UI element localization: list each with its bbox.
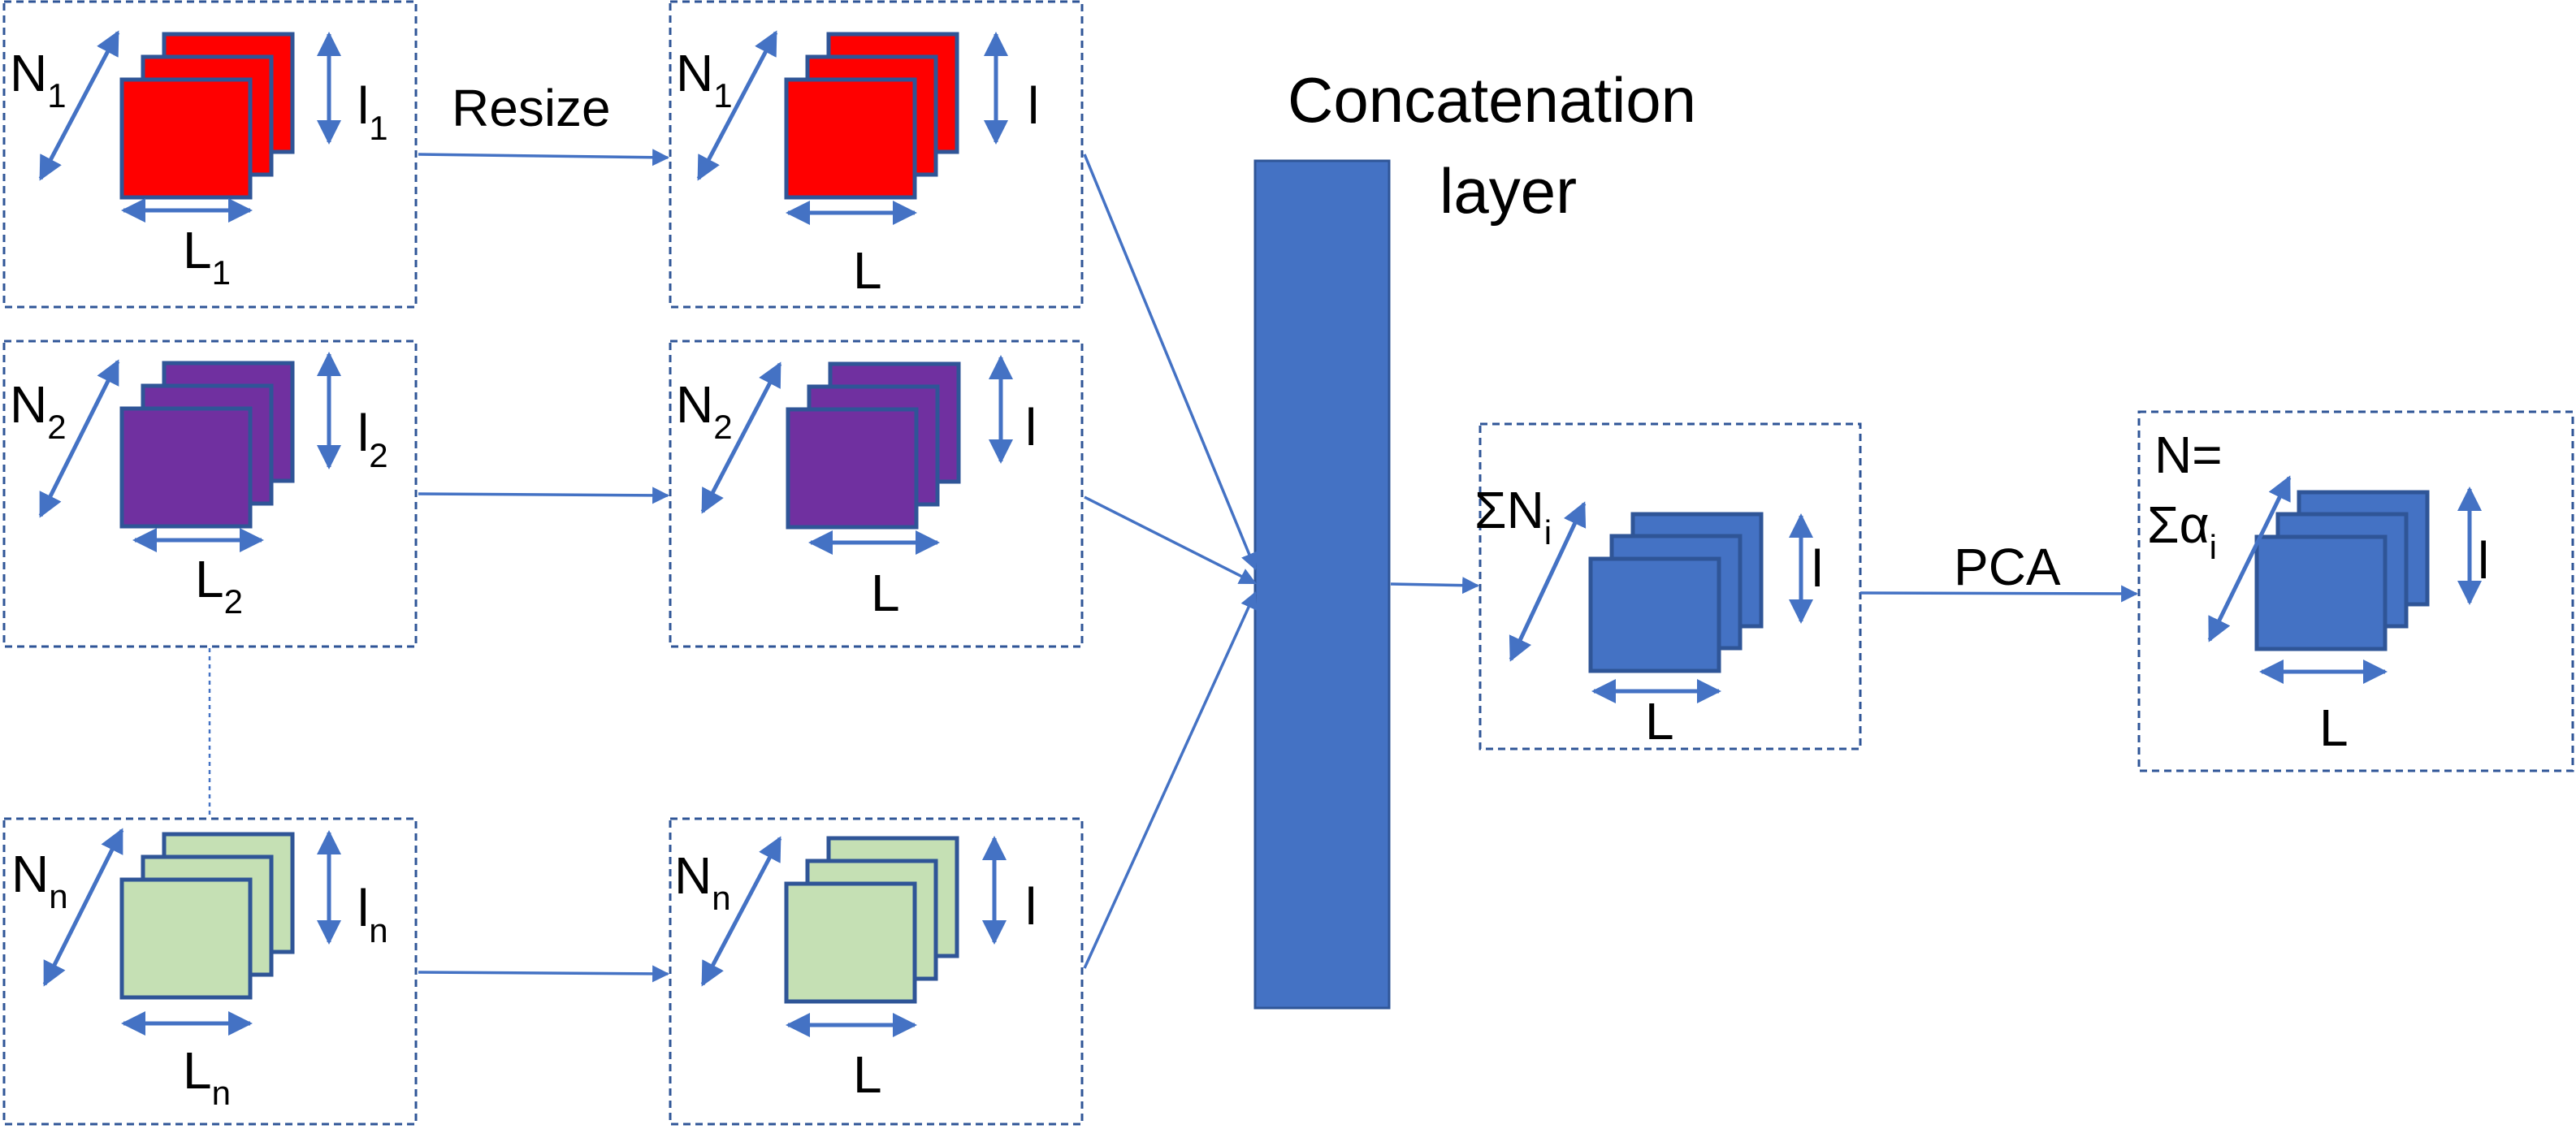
width-label-input-n: Ln — [183, 1041, 231, 1112]
depth-arrow-pca-output — [2207, 475, 2292, 642]
depth-label-input-2: N2 — [10, 375, 67, 446]
depth-arrow-input-n — [42, 828, 124, 987]
stack-input-2 — [119, 361, 295, 529]
concat-to-output-arrow — [1390, 577, 1480, 595]
width-label-resized-n: L — [853, 1045, 882, 1104]
depth-arrow-resized-2 — [700, 361, 782, 514]
depth-label-resized-2: N2 — [676, 375, 733, 446]
concatenation-label-line1: Concatenation — [1288, 64, 1696, 136]
stack-resized-n — [784, 836, 959, 1004]
concatenation-layer-bar — [1253, 159, 1391, 1010]
resize-arrow-n — [418, 965, 670, 983]
height-label-concat-output: l — [1812, 539, 1823, 598]
width-label-concat-output: L — [1645, 692, 1674, 751]
depth-label-input-n: Nn — [11, 845, 68, 915]
stack-input-n — [119, 832, 295, 1000]
depth-arrow-resized-n — [700, 836, 782, 987]
resized-box-n — [669, 817, 1084, 1126]
depth-arrow-concat-output — [1509, 501, 1587, 662]
input-box-n — [2, 817, 418, 1126]
height-label-resized-1: l — [1028, 76, 1039, 135]
height-label-resized-n: l — [1025, 877, 1037, 936]
to-concat-arrow-n — [1083, 591, 1257, 969]
concat-output-box — [1478, 422, 1862, 751]
stack-resized-1 — [784, 32, 959, 200]
height-label-pca-output: l — [2478, 531, 2489, 590]
pca-label: PCA — [1954, 538, 2061, 596]
width-label-resized-1: L — [853, 241, 882, 300]
depth-label-resized-1: N1 — [676, 44, 733, 115]
height-label-input-2: l2 — [357, 404, 388, 474]
concatenation-label-line2: layer — [1440, 155, 1577, 227]
count-label-pca-output-line2: Σαi — [2147, 495, 2217, 566]
depth-label-input-1: N1 — [10, 44, 67, 115]
depth-arrow-input-2 — [38, 359, 120, 518]
pca-arrow — [1859, 585, 2139, 603]
resize-arrow-1 — [418, 149, 670, 167]
input-box-2 — [2, 340, 418, 648]
resize-label: Resize — [452, 79, 611, 137]
height-label-input-1: l1 — [357, 76, 388, 147]
depth-arrow-resized-1 — [696, 30, 778, 181]
count-label-pca-output-line1: N= — [2154, 426, 2223, 484]
dimension-arrows — [38, 30, 2482, 1037]
width-label-pca-output: L — [2319, 699, 2349, 757]
pca-output-box — [2137, 410, 2574, 772]
resized-box-2 — [669, 340, 1084, 648]
to-concat-arrow-1 — [1083, 154, 1258, 570]
stack-input-1 — [119, 32, 295, 200]
width-label-input-1: L1 — [183, 221, 231, 292]
flow-arrows — [418, 149, 2139, 983]
stack-resized-2 — [786, 361, 961, 530]
width-label-input-2: L2 — [195, 550, 243, 621]
input-box-1 — [2, 0, 418, 309]
height-label-input-n: ln — [357, 879, 388, 949]
to-concat-arrow-2 — [1084, 495, 1257, 585]
resized-box-1 — [669, 0, 1084, 309]
depth-label-resized-n: Nn — [674, 846, 731, 917]
resize-arrow-2 — [418, 487, 670, 504]
width-label-resized-2: L — [871, 564, 900, 622]
stack-pca-output — [2254, 490, 2430, 651]
depth-arrow-input-1 — [38, 30, 120, 181]
height-label-resized-2: l — [1025, 398, 1037, 456]
stack-concat-output — [1588, 512, 1764, 673]
depth-label-concat-output: ΣNi — [1474, 481, 1552, 552]
